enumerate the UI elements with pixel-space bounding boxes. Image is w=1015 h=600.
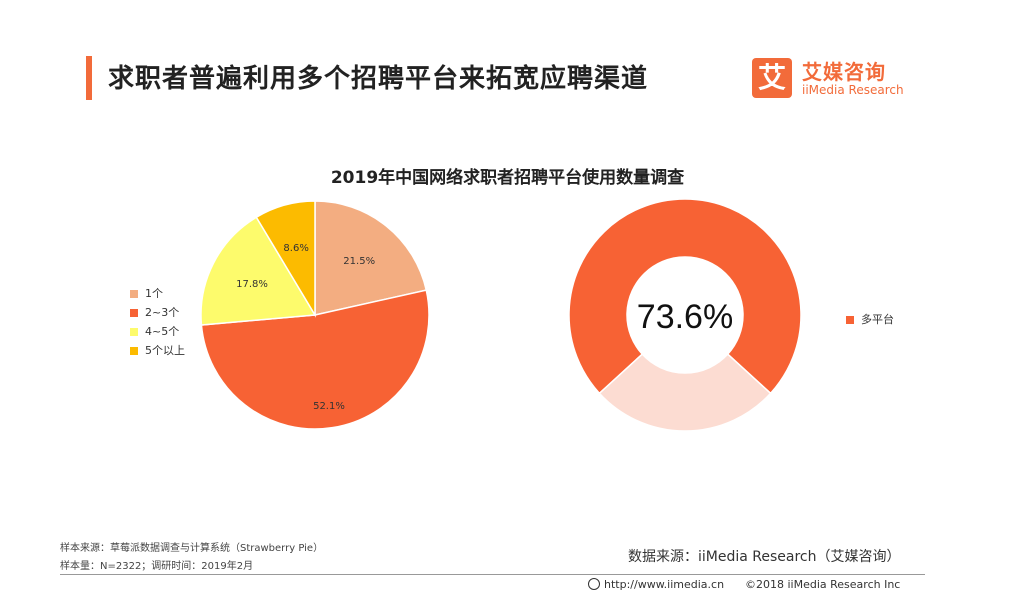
footer-url-text: http://www.iimedia.cn — [604, 578, 725, 591]
pie-slice — [314, 200, 428, 316]
pie-slice — [255, 200, 316, 318]
logo-name-en: iiMedia Research — [802, 83, 904, 97]
footer-copyright: ©2018 iiMedia Research Inc — [745, 578, 901, 591]
pie-data-label: 21.5% — [343, 256, 375, 267]
multi-platform-donut-chart: 73.6% — [568, 198, 802, 432]
logo-name-cn: 艾媒咨询 — [802, 60, 886, 84]
donut-legend: 多平台 — [846, 310, 894, 329]
legend-label: 4~5个 — [145, 325, 180, 338]
pie-slice — [200, 289, 430, 430]
pie-legend: 1个 2~3个 4~5个 5个以上 — [130, 284, 185, 360]
legend-item: 4~5个 — [130, 322, 185, 341]
legend-label: 2~3个 — [145, 306, 180, 319]
chart-title: 2019年中国网络求职者招聘平台使用数量调查 — [330, 168, 685, 188]
donut-segment — [598, 353, 772, 432]
page-title: 求职者普遍利用多个招聘平台来拓宽应聘渠道 — [108, 64, 649, 94]
pie-slice — [200, 216, 317, 326]
pie-data-label: 52.1% — [313, 401, 345, 412]
legend-item-multi-platform: 多平台 — [846, 310, 894, 329]
pie-data-label: 17.8% — [236, 279, 268, 290]
globe-icon — [588, 578, 600, 590]
sample-source-note: 样本来源：草莓派数据调查与计算系统（Strawberry Pie） — [60, 543, 324, 554]
brand-logo: 艾 艾媒咨询 iiMedia Research — [752, 56, 922, 104]
donut-center-label: 73.6% — [637, 298, 733, 336]
platform-count-pie-chart: 21.5% 52.1% 17.8% 8.6% — [200, 200, 430, 430]
legend-label: 5个以上 — [145, 344, 185, 357]
legend-item: 5个以上 — [130, 341, 185, 360]
footer-url[interactable]: http://www.iimedia.cn — [588, 578, 724, 591]
data-source: 数据来源：iiMedia Research（艾媒咨询） — [628, 549, 901, 565]
pie-data-label: 8.6% — [283, 243, 308, 254]
legend-swatch — [846, 316, 854, 324]
legend-label: 多平台 — [861, 313, 894, 326]
sample-size-note: 样本量：N=2322；调研时间：2019年2月 — [60, 561, 254, 572]
donut-segment — [568, 198, 802, 395]
legend-swatch — [130, 290, 138, 298]
footer-divider — [60, 574, 925, 575]
title-accent-bar — [86, 56, 92, 100]
legend-swatch — [130, 347, 138, 355]
legend-swatch — [130, 309, 138, 317]
legend-label: 1个 — [145, 287, 163, 300]
legend-item: 2~3个 — [130, 303, 185, 322]
legend-item: 1个 — [130, 284, 185, 303]
logo-icon: 艾 — [752, 58, 792, 98]
legend-swatch — [130, 328, 138, 336]
